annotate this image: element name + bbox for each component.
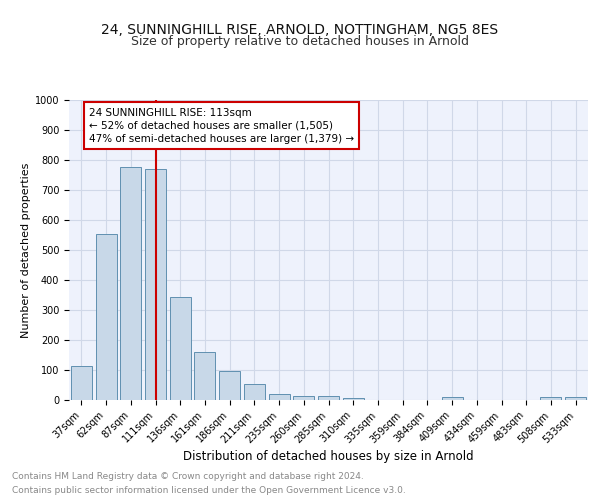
Text: Contains public sector information licensed under the Open Government Licence v3: Contains public sector information licen… xyxy=(12,486,406,495)
Text: Size of property relative to detached houses in Arnold: Size of property relative to detached ho… xyxy=(131,35,469,48)
Bar xyxy=(219,371,240,400)
Bar xyxy=(95,234,116,400)
Bar xyxy=(170,297,191,400)
Text: 24 SUNNINGHILL RISE: 113sqm
← 52% of detached houses are smaller (1,505)
47% of : 24 SUNNINGHILL RISE: 113sqm ← 52% of det… xyxy=(89,108,354,144)
Bar xyxy=(194,352,215,400)
Bar xyxy=(269,394,290,400)
Bar xyxy=(343,398,364,400)
Bar xyxy=(293,396,314,400)
Bar xyxy=(442,397,463,400)
Bar xyxy=(565,397,586,400)
Bar xyxy=(71,366,92,400)
Bar xyxy=(541,397,562,400)
X-axis label: Distribution of detached houses by size in Arnold: Distribution of detached houses by size … xyxy=(183,450,474,463)
Bar xyxy=(120,166,141,400)
Bar xyxy=(145,169,166,400)
Y-axis label: Number of detached properties: Number of detached properties xyxy=(20,162,31,338)
Bar xyxy=(318,396,339,400)
Text: Contains HM Land Registry data © Crown copyright and database right 2024.: Contains HM Land Registry data © Crown c… xyxy=(12,472,364,481)
Bar xyxy=(244,384,265,400)
Text: 24, SUNNINGHILL RISE, ARNOLD, NOTTINGHAM, NG5 8ES: 24, SUNNINGHILL RISE, ARNOLD, NOTTINGHAM… xyxy=(101,22,499,36)
